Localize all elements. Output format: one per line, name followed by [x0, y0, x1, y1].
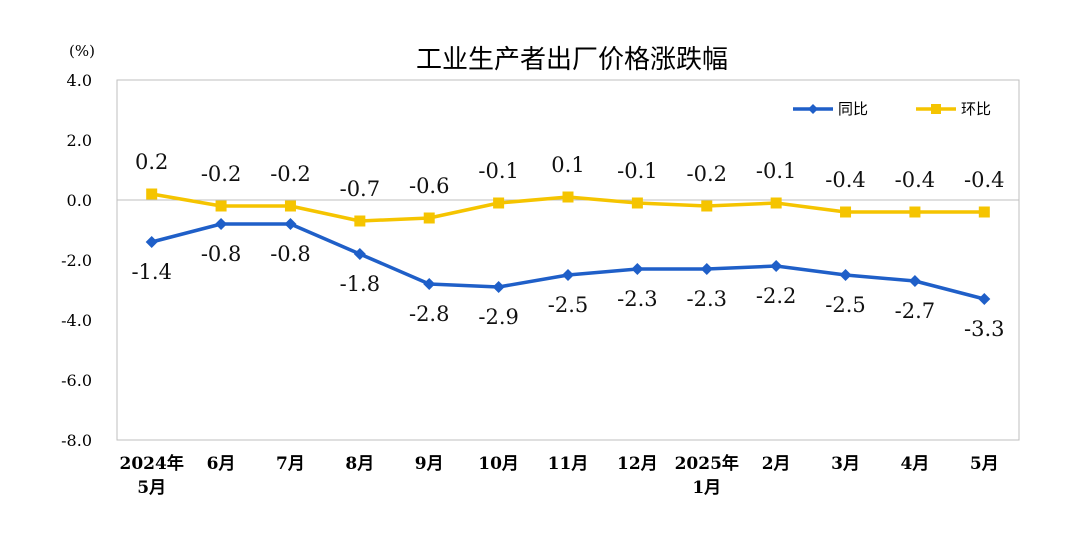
x-tick-label: 4月	[901, 454, 930, 474]
data-label-yoy: -2.3	[687, 287, 728, 311]
data-point-mom	[631, 197, 643, 209]
x-tick-label: 7月	[276, 454, 305, 474]
x-tick-label: 3月	[831, 454, 860, 474]
y-axis-unit: (%)	[69, 42, 95, 60]
data-label-yoy: -2.7	[895, 299, 936, 323]
legend-marker-square	[931, 104, 941, 114]
data-labels: -1.4 -0.8 -0.8 -1.8 -2.8 -2.9 -2.5 -2.3 -2.3 -2.2…	[131, 150, 1004, 341]
x-tick-label: 2024年	[120, 453, 184, 474]
data-point-yoy	[353, 248, 366, 260]
legend-marker-diamond	[808, 104, 818, 114]
plot-area	[116, 79, 1020, 441]
data-point-yoy	[978, 293, 991, 305]
x-tick-label: 10月	[478, 454, 519, 474]
x-tick-label: 8月	[345, 454, 374, 474]
data-point-yoy	[215, 218, 228, 230]
x-tick-label: 5月	[970, 454, 999, 474]
data-label-mom: -0.7	[340, 177, 381, 201]
data-label-yoy: -0.8	[201, 242, 242, 266]
data-point-mom	[493, 197, 505, 209]
data-point-mom	[701, 200, 713, 212]
data-point-mom	[284, 200, 296, 212]
x-tick-label: 2月	[762, 454, 791, 474]
data-label-mom: -0.2	[270, 162, 311, 186]
x-tick-label: 6月	[207, 454, 236, 474]
data-point-yoy	[700, 263, 713, 275]
x-axis: 2024年 5月 6月 7月 8月 9月 10月 11月 12月 2025年 1月 2月 3月 4月 5月	[120, 453, 999, 498]
series-layer	[145, 188, 991, 305]
data-label-yoy: -1.8	[340, 272, 381, 296]
y-tick-label: 4.0	[67, 71, 92, 90]
data-point-mom	[909, 206, 921, 218]
data-label-mom: -0.1	[478, 159, 519, 183]
data-label-mom: -0.1	[617, 159, 658, 183]
legend-label: 环比	[961, 100, 991, 118]
data-label-mom: -0.4	[964, 168, 1005, 192]
data-point-yoy	[423, 278, 436, 290]
data-point-yoy	[492, 281, 505, 293]
data-label-mom: -0.1	[756, 159, 797, 183]
data-label-yoy: -2.8	[409, 302, 450, 326]
y-axis: 4.0 2.0 0.0 -2.0 -4.0 -6.0 -8.0	[61, 71, 92, 450]
data-label-yoy: -2.5	[825, 293, 866, 317]
data-point-mom	[770, 197, 782, 209]
x-tick-label: 11月	[548, 454, 589, 474]
x-tick-label: 9月	[415, 454, 444, 474]
data-point-yoy	[284, 218, 297, 230]
y-tick-label: 0.0	[67, 191, 92, 210]
data-label-mom: -0.4	[825, 168, 866, 192]
chart-title: 工业生产者出厂价格涨跌幅	[416, 45, 728, 75]
data-point-mom	[978, 206, 990, 218]
data-point-mom	[840, 206, 852, 218]
data-point-yoy	[631, 263, 644, 275]
data-point-mom	[146, 188, 158, 200]
y-tick-label: -2.0	[61, 251, 92, 270]
data-point-yoy	[145, 236, 158, 248]
data-point-yoy	[839, 269, 852, 281]
data-point-mom	[562, 191, 574, 203]
data-point-yoy	[908, 275, 921, 287]
data-label-yoy: -2.2	[756, 284, 797, 308]
data-label-yoy: -0.8	[270, 242, 311, 266]
y-tick-label: 2.0	[67, 131, 92, 150]
legend-label: 同比	[838, 100, 868, 118]
y-tick-label: -8.0	[61, 431, 92, 450]
data-label-yoy: -1.4	[131, 260, 172, 284]
legend: 同比 环比	[793, 100, 991, 118]
data-point-mom	[215, 200, 227, 212]
data-point-mom	[354, 215, 366, 227]
y-tick-label: -4.0	[61, 311, 92, 330]
data-label-yoy: -2.3	[617, 287, 658, 311]
x-tick-label: 12月	[617, 454, 658, 474]
data-label-mom: -0.6	[409, 174, 450, 198]
data-label-yoy: -3.3	[964, 317, 1005, 341]
data-label-mom: 0.2	[135, 150, 168, 174]
data-label-mom: -0.2	[687, 162, 728, 186]
data-point-yoy	[562, 269, 574, 281]
data-point-mom	[423, 212, 435, 224]
data-label-mom: -0.4	[895, 168, 936, 192]
x-tick-label: 5月	[137, 478, 166, 498]
data-label-yoy: -2.5	[548, 293, 589, 317]
data-label-yoy: -2.9	[478, 305, 519, 329]
y-tick-label: -6.0	[61, 371, 92, 390]
x-tick-label: 2025年	[675, 453, 739, 474]
data-point-yoy	[770, 260, 783, 272]
data-label-mom: 0.1	[551, 153, 584, 177]
x-tick-label: 1月	[692, 478, 721, 498]
data-label-mom: -0.2	[201, 162, 242, 186]
